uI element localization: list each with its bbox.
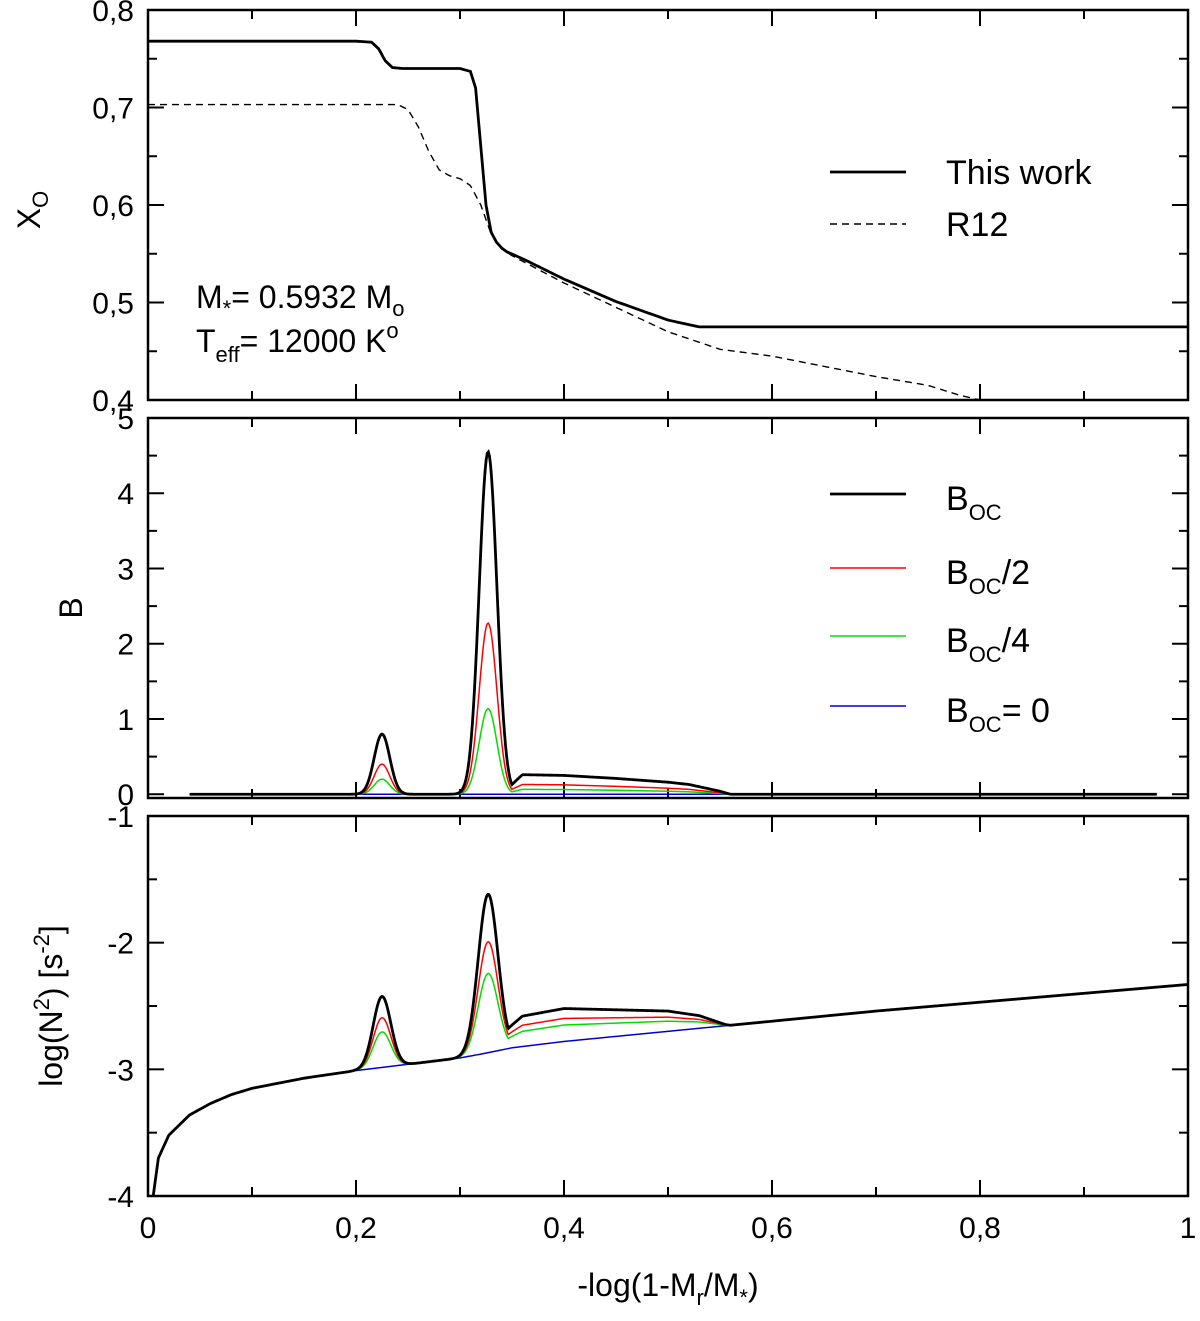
y-tick-label: 0,6: [92, 190, 134, 223]
series-b-oc-2-bottom: [355, 941, 731, 1071]
y-tick-label: 3: [117, 553, 134, 586]
x-tick-label: 0,4: [543, 1212, 585, 1245]
y-tick-label: 4: [117, 478, 134, 511]
legend-label-r12: R12: [946, 206, 1008, 244]
bottom-panel-frame: [146, 814, 1190, 1198]
series-this-work-line: [148, 39, 1188, 329]
x-tick-label: 0,2: [335, 1212, 377, 1245]
x-tick-label: 0: [140, 1212, 157, 1245]
y-tick-label: 1: [117, 704, 134, 737]
top-ylabel: XO: [11, 191, 53, 229]
top-legend: This work R12: [830, 154, 1092, 244]
y-tick-label: -1: [107, 801, 134, 834]
legend-label-boc-quarter: BOC/4: [946, 622, 1030, 667]
y-tick-label: 5: [117, 403, 134, 436]
legend-label-boc-zero: BOC= 0: [946, 692, 1050, 737]
y-tick-label: -4: [107, 1181, 134, 1214]
bottom-ylabel: log(N2) [s-2]: [29, 925, 69, 1087]
middle-panel-frame: [146, 416, 1190, 800]
legend-label-boc-half: BOC/2: [946, 554, 1030, 599]
x-axis-label: -log(1-Mr/M*): [577, 1267, 758, 1310]
series-r12-line: [148, 103, 981, 401]
y-tick-label: 0,7: [92, 93, 134, 126]
middle-legend: BOC BOC/2 BOC/4 BOC= 0: [830, 480, 1050, 737]
middle-ylabel: B: [53, 597, 89, 618]
teff-annotation: Teff= 12000 Ko: [196, 318, 399, 367]
x-tick-label: 0,6: [751, 1212, 793, 1245]
mass-annotation: M*= 0.5932 Mo: [196, 279, 404, 321]
middle-panel: 0 1 2 3 4 5: [117, 403, 1189, 812]
y-tick-label: 0,4: [92, 385, 134, 418]
y-tick-label: 0: [117, 779, 134, 812]
series-b-oc-middle: [189, 449, 1157, 796]
y-tick-label: -2: [107, 928, 134, 961]
series-boc-bottom: [151, 893, 1189, 1197]
legend-label-boc: BOC: [946, 480, 1002, 525]
legend-label-this-work: This work: [946, 154, 1092, 192]
y-tick-label: 0,8: [92, 0, 134, 28]
bottom-panel: -4 -3 -2 -1 0 0,2 0,4 0,6 0,8 1: [107, 801, 1196, 1245]
y-tick-label: -3: [107, 1054, 134, 1087]
y-tick-label: 2: [117, 629, 134, 662]
y-tick-label: 0,5: [92, 288, 134, 321]
x-tick-label: 1: [1180, 1212, 1197, 1245]
top-panel: 0,4 0,5 0,6 0,7 0,8: [92, 0, 1189, 418]
x-tick-label: 0,8: [959, 1212, 1001, 1245]
